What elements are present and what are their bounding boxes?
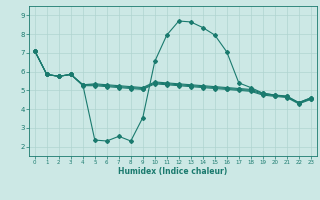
X-axis label: Humidex (Indice chaleur): Humidex (Indice chaleur) bbox=[118, 167, 228, 176]
